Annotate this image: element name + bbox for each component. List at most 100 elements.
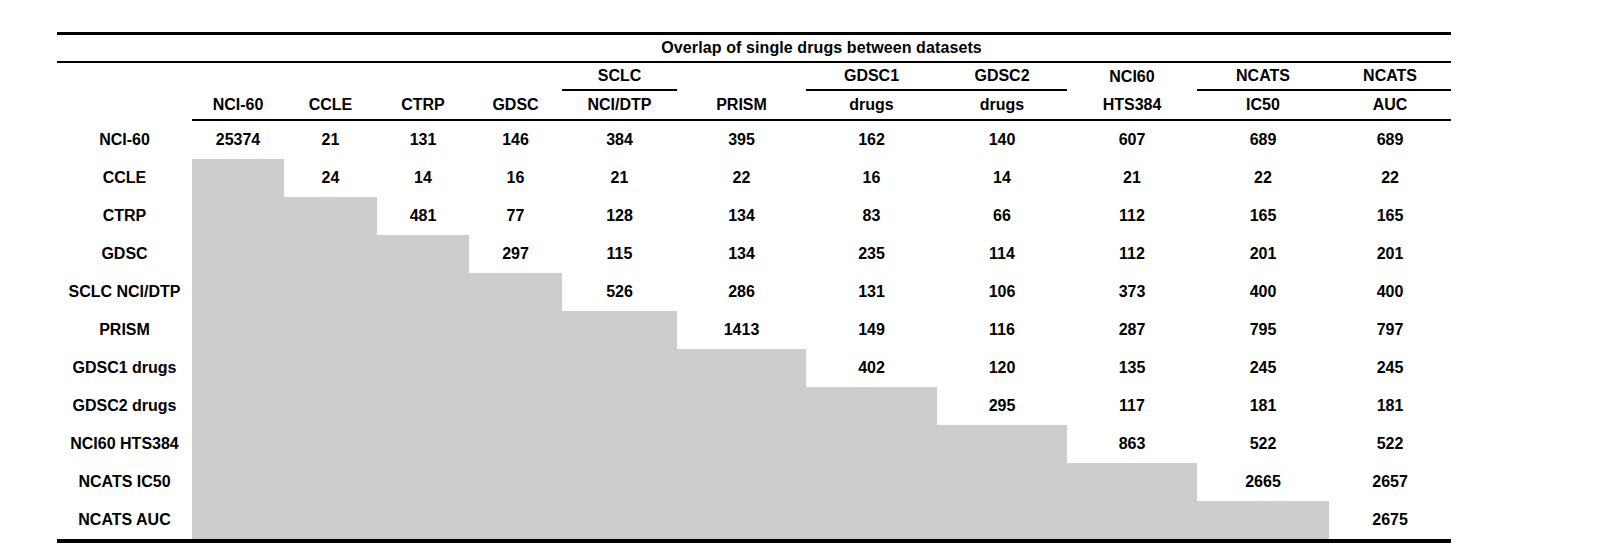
column-header-top: NCI60 [1067, 62, 1197, 90]
matrix-cell: 384 [562, 120, 677, 159]
matrix-cell: 135 [1067, 349, 1197, 387]
column-header: NCI-60 [192, 90, 284, 120]
matrix-cell: 146 [469, 120, 562, 159]
matrix-cell-shaded [284, 387, 377, 425]
matrix-cell-shaded [192, 197, 284, 235]
matrix-cell: 607 [1067, 120, 1197, 159]
row-header: CTRP [57, 197, 192, 235]
matrix-cell: 165 [1329, 197, 1451, 235]
matrix-cell: 522 [1197, 425, 1329, 463]
matrix-cell-shaded [469, 311, 562, 349]
matrix-cell-shaded [284, 349, 377, 387]
matrix-cell-shaded [806, 425, 937, 463]
matrix-cell: 797 [1329, 311, 1451, 349]
matrix-cell: 116 [937, 311, 1067, 349]
matrix-cell: 16 [469, 159, 562, 197]
column-header: drugs [806, 90, 937, 120]
matrix-cell: 21 [562, 159, 677, 197]
matrix-cell: 245 [1197, 349, 1329, 387]
matrix-cell: 201 [1329, 235, 1451, 273]
column-header: IC50 [1197, 90, 1329, 120]
matrix-cell: 117 [1067, 387, 1197, 425]
matrix-cell: 181 [1197, 387, 1329, 425]
matrix-cell-shaded [677, 463, 806, 501]
matrix-cell: 2665 [1197, 463, 1329, 501]
matrix-cell-shaded [562, 463, 677, 501]
matrix-cell: 66 [937, 197, 1067, 235]
matrix-cell: 863 [1067, 425, 1197, 463]
matrix-cell: 22 [677, 159, 806, 197]
matrix-cell: 481 [377, 197, 469, 235]
matrix-cell: 25374 [192, 120, 284, 159]
matrix-cell-shaded [192, 235, 284, 273]
column-header-top [469, 62, 562, 90]
table-row: GDSC1 drugs402120135245245 [57, 349, 1451, 387]
matrix-cell-shaded [677, 387, 806, 425]
matrix-cell-shaded [562, 387, 677, 425]
matrix-cell-shaded [284, 463, 377, 501]
column-header: CTRP [377, 90, 469, 120]
matrix-cell: 295 [937, 387, 1067, 425]
column-header-top [192, 62, 284, 90]
overlap-matrix-table: Overlap of single drugs between datasets… [57, 32, 1451, 543]
matrix-cell: 21 [1067, 159, 1197, 197]
matrix-cell: 235 [806, 235, 937, 273]
row-header: NCI60 HTS384 [57, 425, 192, 463]
matrix-cell: 22 [1197, 159, 1329, 197]
table-row: CCLE24141621221614212222 [57, 159, 1451, 197]
matrix-cell: 16 [806, 159, 937, 197]
matrix-cell: 14 [937, 159, 1067, 197]
matrix-cell: 114 [937, 235, 1067, 273]
column-header-top [677, 62, 806, 90]
matrix-cell-shaded [192, 311, 284, 349]
matrix-cell: 286 [677, 273, 806, 311]
matrix-cell-shaded [469, 387, 562, 425]
matrix-cell: 522 [1329, 425, 1451, 463]
table-row: NCI-602537421131146384395162140607689689 [57, 120, 1451, 159]
matrix-cell-shaded [284, 273, 377, 311]
matrix-cell-shaded [284, 235, 377, 273]
matrix-cell-shaded [1197, 501, 1329, 541]
matrix-cell-shaded [806, 463, 937, 501]
matrix-cell: 400 [1329, 273, 1451, 311]
matrix-cell: 24 [284, 159, 377, 197]
matrix-cell-shaded [469, 425, 562, 463]
matrix-cell: 201 [1197, 235, 1329, 273]
column-header-top: NCATS [1197, 62, 1329, 90]
matrix-cell-shaded [562, 501, 677, 541]
table-row: SCLC NCI/DTP526286131106373400400 [57, 273, 1451, 311]
row-header: GDSC2 drugs [57, 387, 192, 425]
matrix-cell-shaded [937, 463, 1067, 501]
matrix-cell: 112 [1067, 235, 1197, 273]
matrix-cell-shaded [806, 501, 937, 541]
table-row: NCATS IC5026652657 [57, 463, 1451, 501]
header-top-spacer [57, 62, 192, 90]
column-header-top [377, 62, 469, 90]
matrix-cell: 134 [677, 197, 806, 235]
matrix-cell-shaded [469, 463, 562, 501]
title-row-spacer [57, 34, 192, 63]
matrix-cell-shaded [562, 311, 677, 349]
matrix-cell: 1413 [677, 311, 806, 349]
row-header: NCATS AUC [57, 501, 192, 541]
matrix-cell: 21 [284, 120, 377, 159]
matrix-cell-shaded [284, 311, 377, 349]
matrix-cell: 795 [1197, 311, 1329, 349]
matrix-cell: 402 [806, 349, 937, 387]
matrix-cell: 2675 [1329, 501, 1451, 541]
column-header-top: NCATS [1329, 62, 1451, 90]
matrix-cell: 140 [937, 120, 1067, 159]
matrix-cell: 2657 [1329, 463, 1451, 501]
table-row: CTRP481771281348366112165165 [57, 197, 1451, 235]
matrix-cell-shaded [377, 463, 469, 501]
column-header-top: GDSC1 [806, 62, 937, 90]
matrix-cell: 526 [562, 273, 677, 311]
matrix-cell-shaded [677, 425, 806, 463]
matrix-cell-shaded [377, 349, 469, 387]
title-row: Overlap of single drugs between datasets [57, 34, 1451, 63]
matrix-cell-shaded [377, 311, 469, 349]
matrix-cell: 77 [469, 197, 562, 235]
column-header-top: GDSC2 [937, 62, 1067, 90]
column-header: GDSC [469, 90, 562, 120]
matrix-cell: 395 [677, 120, 806, 159]
